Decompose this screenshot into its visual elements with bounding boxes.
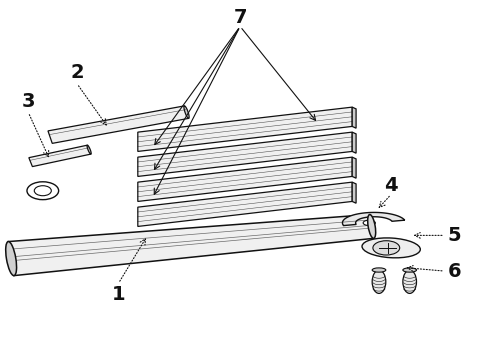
- Ellipse shape: [87, 145, 91, 154]
- Ellipse shape: [372, 270, 386, 293]
- Text: 3: 3: [22, 92, 35, 111]
- Polygon shape: [343, 212, 405, 226]
- Polygon shape: [138, 132, 352, 176]
- Ellipse shape: [27, 182, 59, 200]
- Polygon shape: [8, 215, 374, 276]
- Ellipse shape: [6, 242, 17, 276]
- Ellipse shape: [403, 270, 416, 293]
- Text: 7: 7: [233, 8, 247, 27]
- Text: 2: 2: [70, 63, 84, 82]
- Polygon shape: [138, 182, 352, 226]
- Polygon shape: [48, 106, 189, 143]
- Polygon shape: [29, 145, 91, 167]
- Text: 1: 1: [112, 285, 125, 304]
- Polygon shape: [352, 182, 356, 203]
- Ellipse shape: [362, 238, 420, 258]
- Text: 5: 5: [448, 226, 461, 245]
- Text: 4: 4: [384, 176, 398, 195]
- Polygon shape: [138, 107, 352, 152]
- Text: 6: 6: [448, 262, 461, 280]
- Ellipse shape: [373, 241, 400, 255]
- Ellipse shape: [403, 268, 416, 272]
- Polygon shape: [352, 132, 356, 153]
- Ellipse shape: [184, 106, 189, 118]
- Polygon shape: [138, 157, 352, 202]
- Ellipse shape: [34, 186, 51, 196]
- Ellipse shape: [368, 215, 376, 238]
- Polygon shape: [352, 157, 356, 178]
- Ellipse shape: [363, 220, 375, 226]
- Ellipse shape: [372, 268, 386, 272]
- Polygon shape: [352, 107, 356, 128]
